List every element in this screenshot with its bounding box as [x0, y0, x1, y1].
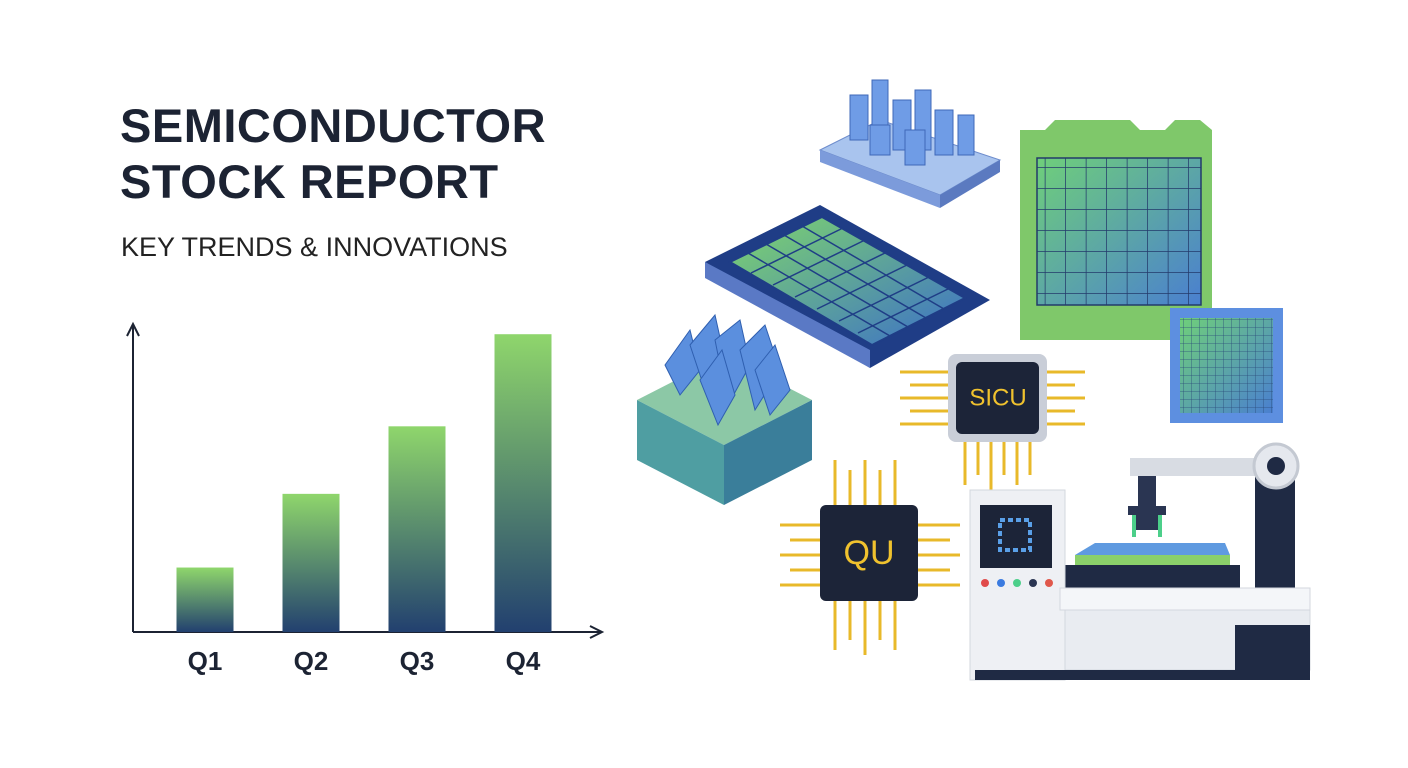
bar	[176, 567, 234, 632]
illustration: SICU QU	[637, 79, 1311, 681]
x-tick-label: Q3	[400, 646, 435, 676]
x-tick-label: Q1	[188, 646, 223, 676]
x-tick-label: Q4	[506, 646, 541, 676]
chip-label: SICU	[969, 384, 1026, 411]
bar	[282, 493, 340, 632]
title: SEMICONDUCTOR STOCK REPORT	[120, 99, 547, 208]
chip-label: QU	[844, 534, 895, 572]
bar	[388, 426, 446, 632]
x-tick-label: Q2	[294, 646, 329, 676]
bar	[494, 334, 552, 632]
bar-chart: Q1 Q2 Q3 Q4	[176, 334, 552, 676]
subtitle: KEY TRENDS & INNOVATIONS	[121, 232, 508, 262]
